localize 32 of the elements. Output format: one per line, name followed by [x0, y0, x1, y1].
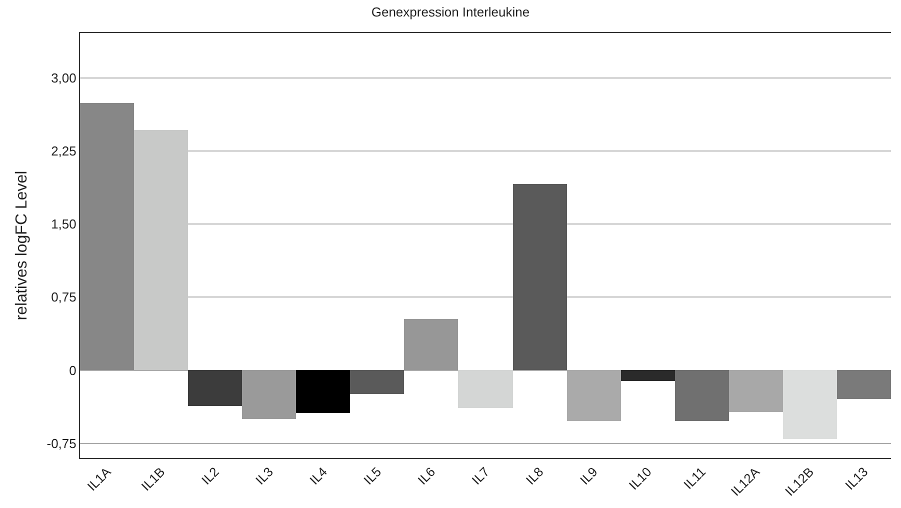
bar [783, 370, 837, 439]
x-tick-label: IL4 [306, 464, 330, 488]
y-tick-label: 1,50 [51, 216, 76, 232]
x-tick-label: IL11 [680, 464, 708, 492]
y-axis-title: relatives logFC Level [14, 170, 31, 320]
bar [675, 370, 729, 421]
y-tick-label: 0,75 [51, 290, 76, 305]
y-tick-label: 3,00 [51, 70, 76, 86]
bar [80, 103, 134, 370]
bar [621, 370, 675, 381]
y-tick-label: 0 [69, 362, 76, 378]
bar [296, 370, 350, 413]
x-tick-label: IL2 [198, 464, 222, 488]
y-tick-label: 2,25 [51, 144, 76, 158]
x-tick-label: IL1A [84, 464, 114, 494]
bar [458, 370, 513, 408]
x-tick-label: IL3 [252, 464, 276, 488]
bar [350, 370, 404, 394]
x-tick-label: IL6 [414, 464, 438, 488]
bar [242, 370, 296, 419]
bar [729, 370, 783, 412]
bar [134, 130, 188, 370]
bar [837, 370, 891, 399]
x-tick-label: IL7 [468, 464, 492, 488]
x-tick-label: IL9 [576, 464, 600, 488]
bar [188, 370, 242, 406]
x-tick-label: IL5 [360, 464, 384, 488]
bar [404, 319, 458, 370]
chart-title: Genexpression Interleukine [371, 4, 530, 20]
bar [513, 184, 567, 370]
x-tick-label: IL8 [522, 464, 546, 488]
y-tick-label: -0,75 [46, 436, 76, 451]
